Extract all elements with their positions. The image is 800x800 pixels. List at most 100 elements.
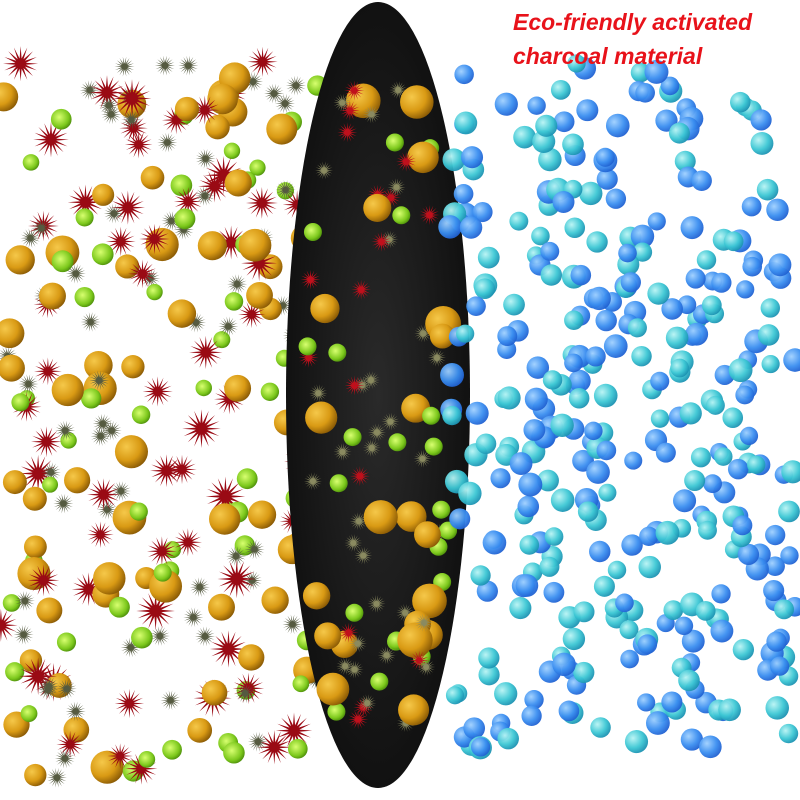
dark-spiky-particle [348, 634, 367, 653]
clean-particle [663, 600, 684, 620]
green-particle [260, 382, 280, 401]
green-particle [234, 535, 255, 556]
red-spiky-particle [105, 226, 136, 257]
green-particle [91, 243, 114, 266]
green-particle [75, 208, 94, 227]
dark-spiky-particle [65, 701, 86, 722]
dark-spiky-particle [362, 371, 380, 389]
clean-particle [558, 700, 580, 722]
clean-particle [587, 286, 611, 311]
clean-particle [624, 730, 649, 754]
clean-particle [681, 629, 705, 653]
dark-spiky-particle [13, 624, 34, 645]
clean-particle [737, 543, 760, 566]
clean-particle [537, 469, 559, 492]
clean-particle [478, 647, 500, 669]
clean-particle [769, 656, 790, 676]
clean-particle [781, 460, 800, 484]
clean-particle [543, 581, 565, 603]
clean-particle [711, 272, 732, 293]
clean-particle [696, 250, 717, 270]
gold-particle [397, 622, 433, 658]
clean-particle [442, 405, 462, 426]
clean-particle [596, 168, 618, 190]
clean-particle [638, 555, 661, 579]
clean-particle [691, 170, 712, 191]
clean-particle [710, 619, 734, 643]
clean-particle [627, 318, 647, 338]
clean-particle [539, 556, 560, 577]
red-spiky-particle [189, 335, 223, 370]
dark-spiky-particle [362, 439, 381, 457]
red-spiky-particle [396, 151, 417, 172]
gold-particle [115, 254, 140, 279]
dark-spiky-particle [282, 614, 303, 635]
gold-particle [316, 672, 350, 706]
red-spiky-particle [217, 559, 256, 599]
clean-particle [519, 535, 540, 555]
clean-particle [750, 109, 772, 131]
clean-particle [454, 111, 478, 135]
dark-spiky-particle [413, 449, 432, 468]
gold-particle [314, 622, 342, 650]
dark-spiky-particle [285, 75, 306, 96]
clean-particle [589, 540, 611, 563]
dark-spiky-particle [380, 230, 399, 249]
dark-spiky-particle [101, 104, 122, 125]
clean-particle [650, 409, 670, 428]
clean-particle [568, 369, 591, 393]
clean-particle [598, 483, 617, 502]
dark-spiky-particle [56, 679, 77, 699]
dark-spiky-particle [92, 414, 113, 434]
clean-particle [538, 147, 562, 172]
gold-particle [145, 227, 179, 262]
clean-particle [711, 584, 731, 604]
clean-particle [564, 310, 584, 330]
dark-spiky-particle [336, 657, 355, 675]
dark-spiky-particle [111, 481, 131, 501]
clean-particle [526, 356, 550, 379]
clean-particle [509, 596, 532, 620]
clean-particle [442, 148, 466, 172]
red-spiky-particle [349, 466, 370, 487]
dark-spiky-particle [244, 539, 265, 560]
green-particle [388, 433, 407, 452]
dark-spiky-particle [173, 219, 194, 240]
green-particle [224, 292, 244, 311]
clean-particle [494, 92, 518, 116]
green-particle [327, 702, 346, 721]
clean-particle [550, 80, 571, 100]
clean-particle [518, 472, 543, 497]
clean-particle [766, 631, 787, 652]
gold-particle [395, 501, 427, 532]
green-particle [345, 603, 364, 622]
gold-particle [224, 374, 252, 402]
red-spiky-particle [147, 536, 177, 567]
dark-spiky-particle [226, 546, 247, 566]
red-spiky-particle [173, 528, 202, 557]
label-line: Eco-friendly activated [513, 9, 753, 35]
green-particle [2, 594, 21, 612]
dark-spiky-particle [387, 178, 406, 197]
green-particle [170, 174, 193, 197]
red-spiky-particle [33, 121, 69, 158]
clean-particle [542, 370, 563, 390]
clean-particle [567, 54, 586, 73]
dark-spiky-particle [242, 570, 263, 591]
dark-spiky-particle [396, 604, 415, 622]
dark-spiky-particle [189, 577, 210, 597]
clean-particle [593, 383, 618, 408]
dark-spiky-particle [157, 132, 178, 153]
clean-particle [768, 253, 792, 277]
clean-particle [655, 520, 680, 545]
clean-particle [760, 298, 781, 318]
clean-particle [685, 268, 706, 289]
clean-particle [466, 296, 486, 316]
gold-particle [0, 82, 19, 112]
clean-particle [778, 723, 799, 744]
clean-particle [463, 717, 486, 740]
clean-particle [620, 649, 639, 669]
gold-particle [64, 467, 91, 494]
clean-particle [476, 580, 498, 602]
dark-spiky-particle [178, 55, 199, 76]
